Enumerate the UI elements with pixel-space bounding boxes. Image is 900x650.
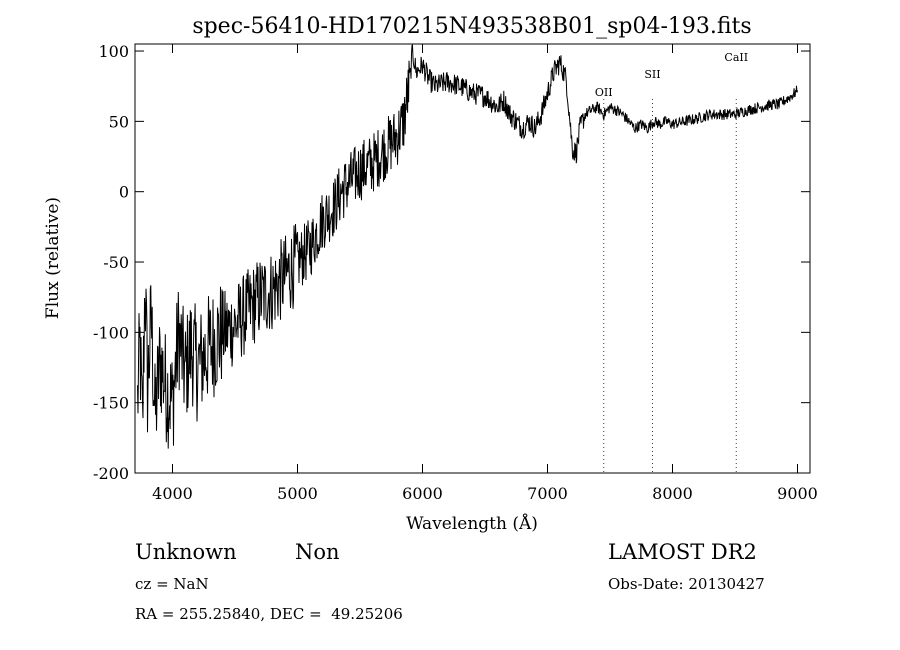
x-axis-label: Wavelength (Å) bbox=[406, 513, 538, 534]
plot-frame bbox=[134, 43, 811, 474]
y-tick-label: 0 bbox=[119, 183, 129, 202]
y-axis-label: Flux (relative) bbox=[43, 197, 63, 319]
object-subclass: Non bbox=[295, 540, 340, 564]
line-label: CaII bbox=[724, 51, 748, 64]
spectrum-series bbox=[137, 44, 798, 449]
y-tick-label: 50 bbox=[109, 112, 129, 131]
spectrum-line bbox=[137, 44, 798, 449]
redshift-text: cz = NaN bbox=[135, 575, 209, 593]
survey-text: LAMOST DR2 bbox=[608, 540, 757, 564]
line-label: SII bbox=[644, 68, 660, 81]
y-tick-label: -100 bbox=[93, 323, 129, 342]
y-tick-label: -200 bbox=[93, 464, 129, 483]
line-markers bbox=[603, 99, 737, 473]
chart-title: spec-56410-HD170215N493538B01_sp04-193.f… bbox=[192, 14, 751, 39]
y-tick-label: 100 bbox=[98, 42, 129, 61]
obs-date-text: Obs-Date: 20130427 bbox=[608, 575, 765, 593]
x-tick-label: 5000 bbox=[277, 484, 318, 503]
object-class: Unknown bbox=[135, 540, 237, 564]
x-tick-label: 8000 bbox=[652, 484, 693, 503]
y-tick-label: -150 bbox=[93, 394, 129, 413]
line-annotations: OII SII CaII bbox=[595, 51, 748, 99]
y-axis: -200 -150 -100 -50 0 50 100 bbox=[93, 42, 810, 483]
y-tick-label: -50 bbox=[103, 253, 129, 272]
coordinates-text: RA = 255.25840, DEC = 49.25206 bbox=[135, 605, 403, 623]
x-tick-label: 7000 bbox=[527, 484, 568, 503]
line-label: OII bbox=[595, 86, 613, 99]
x-tick-label: 9000 bbox=[777, 484, 818, 503]
x-axis: 4000 5000 6000 7000 8000 9000 bbox=[152, 44, 818, 503]
x-tick-label: 6000 bbox=[402, 484, 443, 503]
x-tick-label: 4000 bbox=[152, 484, 193, 503]
